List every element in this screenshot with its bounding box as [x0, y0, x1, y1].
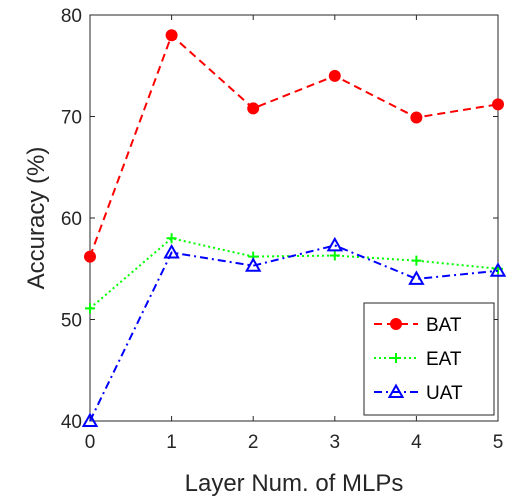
x-tick-label: 3: [330, 432, 341, 453]
data-point-bat: [84, 250, 96, 263]
y-tick-label: 70: [61, 108, 82, 129]
data-point-eat: [411, 255, 422, 266]
data-point-uat: [244, 257, 262, 272]
legend-label: UAT: [426, 383, 463, 404]
legend-marker: [387, 383, 405, 398]
legend-entry-uat: UAT: [374, 383, 463, 404]
data-point-uat: [81, 412, 99, 427]
legend-entry-bat: BAT: [374, 315, 462, 336]
legend: BAT EAT UAT: [363, 302, 495, 416]
x-tick-label: 5: [493, 432, 504, 453]
data-point-bat: [410, 111, 423, 124]
data-point-eat: [329, 250, 340, 261]
x-tick-label: 2: [248, 432, 259, 453]
legend-label: EAT: [426, 349, 462, 370]
series-line-uat: [89, 244, 499, 422]
y-tick-label: 40: [61, 412, 82, 433]
series-bat: [84, 29, 504, 263]
x-axis-ticks: 0 1 2 3 4 5: [85, 15, 504, 453]
data-point-bat: [247, 102, 260, 115]
x-tick-label: 0: [85, 432, 96, 453]
data-point-uat: [408, 270, 425, 285]
data-point-bat: [328, 69, 341, 82]
data-point-eat: [85, 303, 95, 314]
data-point-eat: [166, 233, 177, 244]
data-point-uat: [163, 243, 180, 259]
legend-marker: [390, 318, 402, 330]
y-axis-title: Accuracy (%): [23, 147, 50, 290]
y-axis-ticks: 40 50 60 70 80: [61, 6, 498, 433]
data-point-bat: [165, 29, 178, 42]
y-tick-label: 50: [61, 311, 82, 332]
data-point-bat: [492, 98, 504, 111]
x-tick-label: 4: [411, 432, 422, 453]
data-point-uat: [489, 262, 507, 277]
legend-label: BAT: [426, 315, 462, 336]
legend-marker: [391, 353, 401, 363]
y-tick-label: 60: [61, 209, 82, 230]
series-line-bat: [89, 33, 499, 257]
series-layer: [81, 29, 507, 427]
y-tick-label: 80: [61, 6, 82, 27]
series-uat: [81, 236, 507, 427]
x-axis-title: Layer Num. of MLPs: [185, 470, 404, 497]
x-tick-label: 1: [166, 432, 177, 453]
data-point-uat: [326, 236, 344, 252]
legend-entry-eat: EAT: [374, 349, 462, 370]
